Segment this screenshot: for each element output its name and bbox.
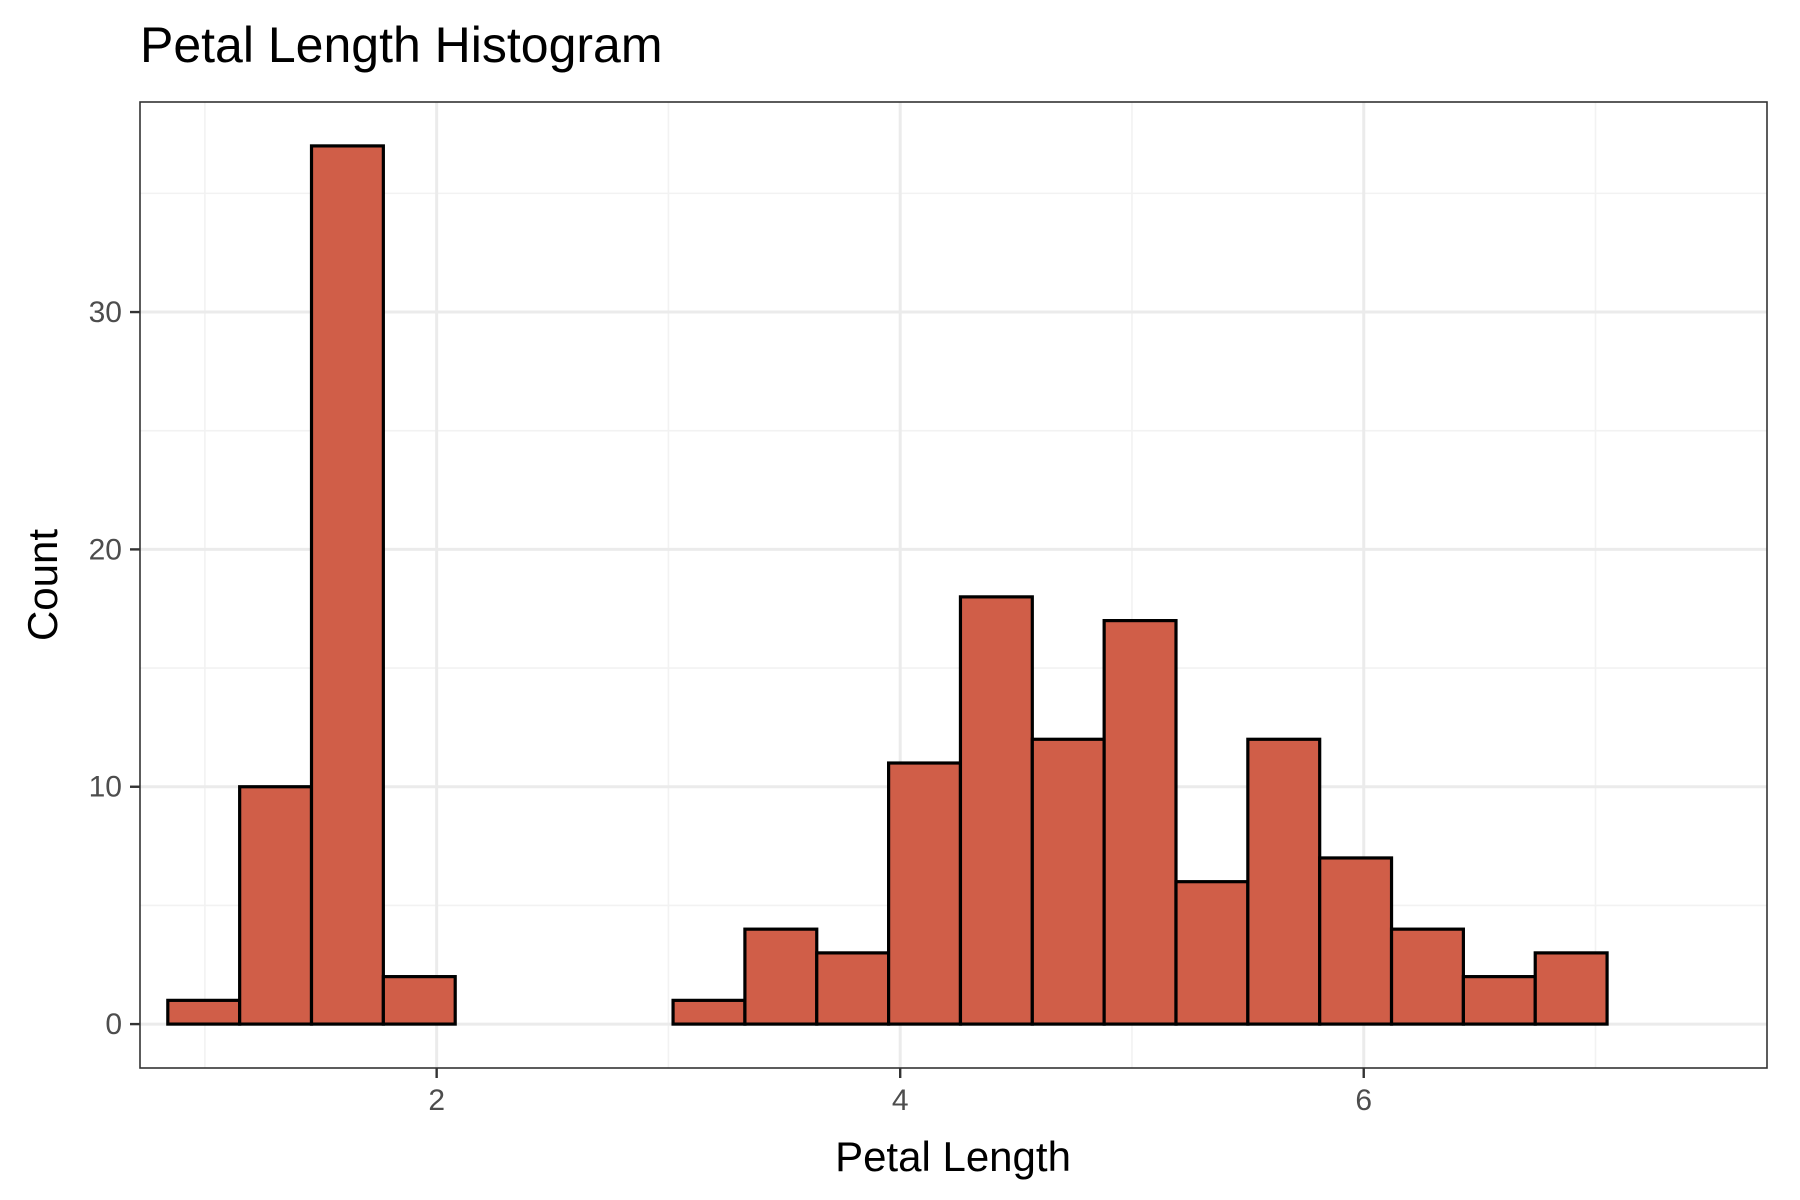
y-tick-label: 20 bbox=[89, 533, 122, 566]
x-axis-ticks: 2 4 6 bbox=[428, 1068, 1372, 1117]
histogram-bar-20 bbox=[1533, 951, 1609, 1026]
histogram-bar-9 bbox=[743, 927, 819, 1026]
x-tick-label: 6 bbox=[1355, 1084, 1372, 1117]
x-tick-label: 4 bbox=[892, 1084, 909, 1117]
histogram-bar-19 bbox=[1461, 975, 1537, 1026]
histogram-bar-14 bbox=[1102, 619, 1178, 1026]
histogram-bar-18 bbox=[1389, 927, 1465, 1026]
histogram-bar-3 bbox=[309, 144, 385, 1026]
y-axis-title: Count bbox=[19, 529, 66, 641]
histogram-bar-8 bbox=[671, 998, 747, 1026]
plot-panel-border bbox=[139, 101, 1768, 1069]
histogram-bar-11 bbox=[887, 761, 963, 1026]
histogram-bar-12 bbox=[958, 595, 1034, 1026]
histogram-bar-16 bbox=[1246, 737, 1322, 1026]
y-tick-label: 10 bbox=[89, 771, 122, 804]
histogram-bar-1 bbox=[166, 998, 242, 1026]
chart-title: Petal Length Histogram bbox=[140, 17, 663, 73]
y-axis-ticks: 0 10 20 30 bbox=[89, 296, 140, 1041]
histogram-bar-17 bbox=[1318, 856, 1394, 1026]
histogram-bar-13 bbox=[1030, 737, 1106, 1026]
minor-gridlines bbox=[140, 102, 1767, 1068]
histogram-bar-2 bbox=[238, 785, 314, 1026]
x-axis-title: Petal Length bbox=[835, 1133, 1071, 1180]
histogram-bar-15 bbox=[1174, 880, 1250, 1026]
x-tick-label: 2 bbox=[428, 1084, 445, 1117]
histogram-bars bbox=[166, 144, 1609, 1026]
y-tick-label: 0 bbox=[105, 1008, 122, 1041]
histogram-bar-10 bbox=[815, 951, 891, 1026]
y-tick-label: 30 bbox=[89, 296, 122, 329]
histogram-bar-4 bbox=[381, 975, 457, 1026]
